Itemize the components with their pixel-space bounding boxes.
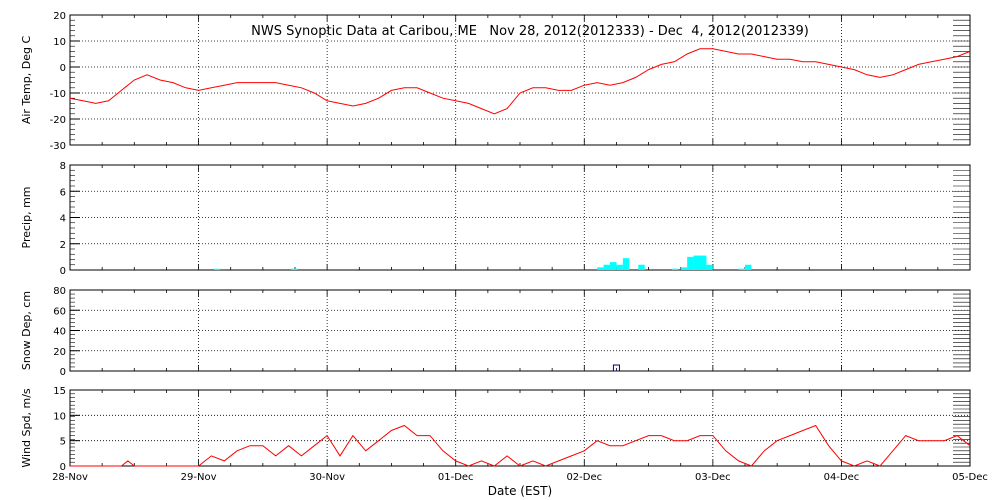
y-tick-label: 0 — [60, 367, 66, 378]
y-axis-label: Wind Spd, m/s — [20, 388, 33, 468]
precip-bar — [706, 264, 713, 270]
precip-bar — [638, 264, 645, 270]
y-tick-label: 20 — [53, 11, 66, 22]
y-tick-label: -30 — [50, 141, 66, 152]
y-tick-label: 80 — [53, 286, 66, 297]
snow-depth-marker — [612, 364, 620, 372]
y-tick-label: 0 — [60, 63, 66, 74]
precip-bar — [603, 264, 610, 270]
precip-bar — [693, 255, 700, 270]
x-tick-label: 05-Dec — [952, 472, 988, 483]
precip-bar — [622, 258, 630, 270]
y-tick-label: 4 — [60, 214, 66, 225]
y-axis-label: Precip, mm — [20, 187, 33, 249]
y-tick-label: 0 — [60, 266, 66, 277]
y-tick-label: -20 — [50, 115, 66, 126]
x-tick-label: 29-Nov — [181, 472, 217, 483]
precip-bar — [700, 255, 707, 270]
x-tick-label: 01-Dec — [438, 472, 474, 483]
y-tick-label: 8 — [60, 161, 66, 172]
y-tick-label: 10 — [53, 411, 66, 422]
series-line-wind — [70, 424, 971, 467]
y-tick-label: 60 — [53, 306, 66, 317]
precip-bar — [597, 267, 604, 270]
precip-bar — [738, 268, 745, 270]
y-tick-label: 6 — [60, 187, 66, 198]
panel-precip: 0 2 4 6 8 Precip, mm — [20, 161, 971, 277]
y-axis-label: Air Temp, Deg C — [20, 36, 33, 125]
panel-snow: 0 20 40 60 80 Snow Dep, cm — [20, 286, 971, 378]
panel-wind: 0 5 10 15 Wind Spd, m/s — [20, 386, 971, 473]
y-tick-label: 2 — [60, 240, 66, 251]
y-tick-label: 20 — [53, 347, 66, 358]
x-tick-label: 02-Dec — [566, 472, 602, 483]
y-tick-label: 40 — [53, 327, 66, 338]
x-tick-label: 28-Nov — [52, 472, 88, 483]
y-axis-label: Snow Dep, cm — [20, 291, 33, 370]
y-tick-label: -10 — [50, 89, 66, 100]
chart-title: NWS Synoptic Data at Caribou, ME Nov 28,… — [251, 24, 809, 39]
x-tick-label: 03-Dec — [695, 472, 731, 483]
precip-bar — [687, 256, 694, 270]
precip-bar — [745, 264, 752, 270]
y-tick-label: 10 — [53, 37, 66, 48]
panel-frame — [69, 389, 971, 467]
precip-bar — [214, 268, 221, 270]
y-tick-label: 5 — [60, 437, 66, 448]
x-axis-label: Date (EST) — [488, 484, 552, 498]
y-tick-label: 0 — [60, 462, 66, 473]
x-tick-label: 30-Nov — [309, 472, 345, 483]
x-tick-label: 04-Dec — [824, 472, 860, 483]
y-tick-label: 15 — [53, 386, 66, 397]
precip-bar — [680, 267, 688, 270]
precip-bar — [671, 268, 679, 270]
series-line-temp — [69, 48, 971, 115]
precip-bar — [291, 268, 298, 270]
panel-temp: -30 -20 -10 0 10 20 Air Temp, Deg C — [20, 11, 971, 152]
precip-bar — [610, 262, 617, 270]
precip-bar — [616, 264, 623, 270]
